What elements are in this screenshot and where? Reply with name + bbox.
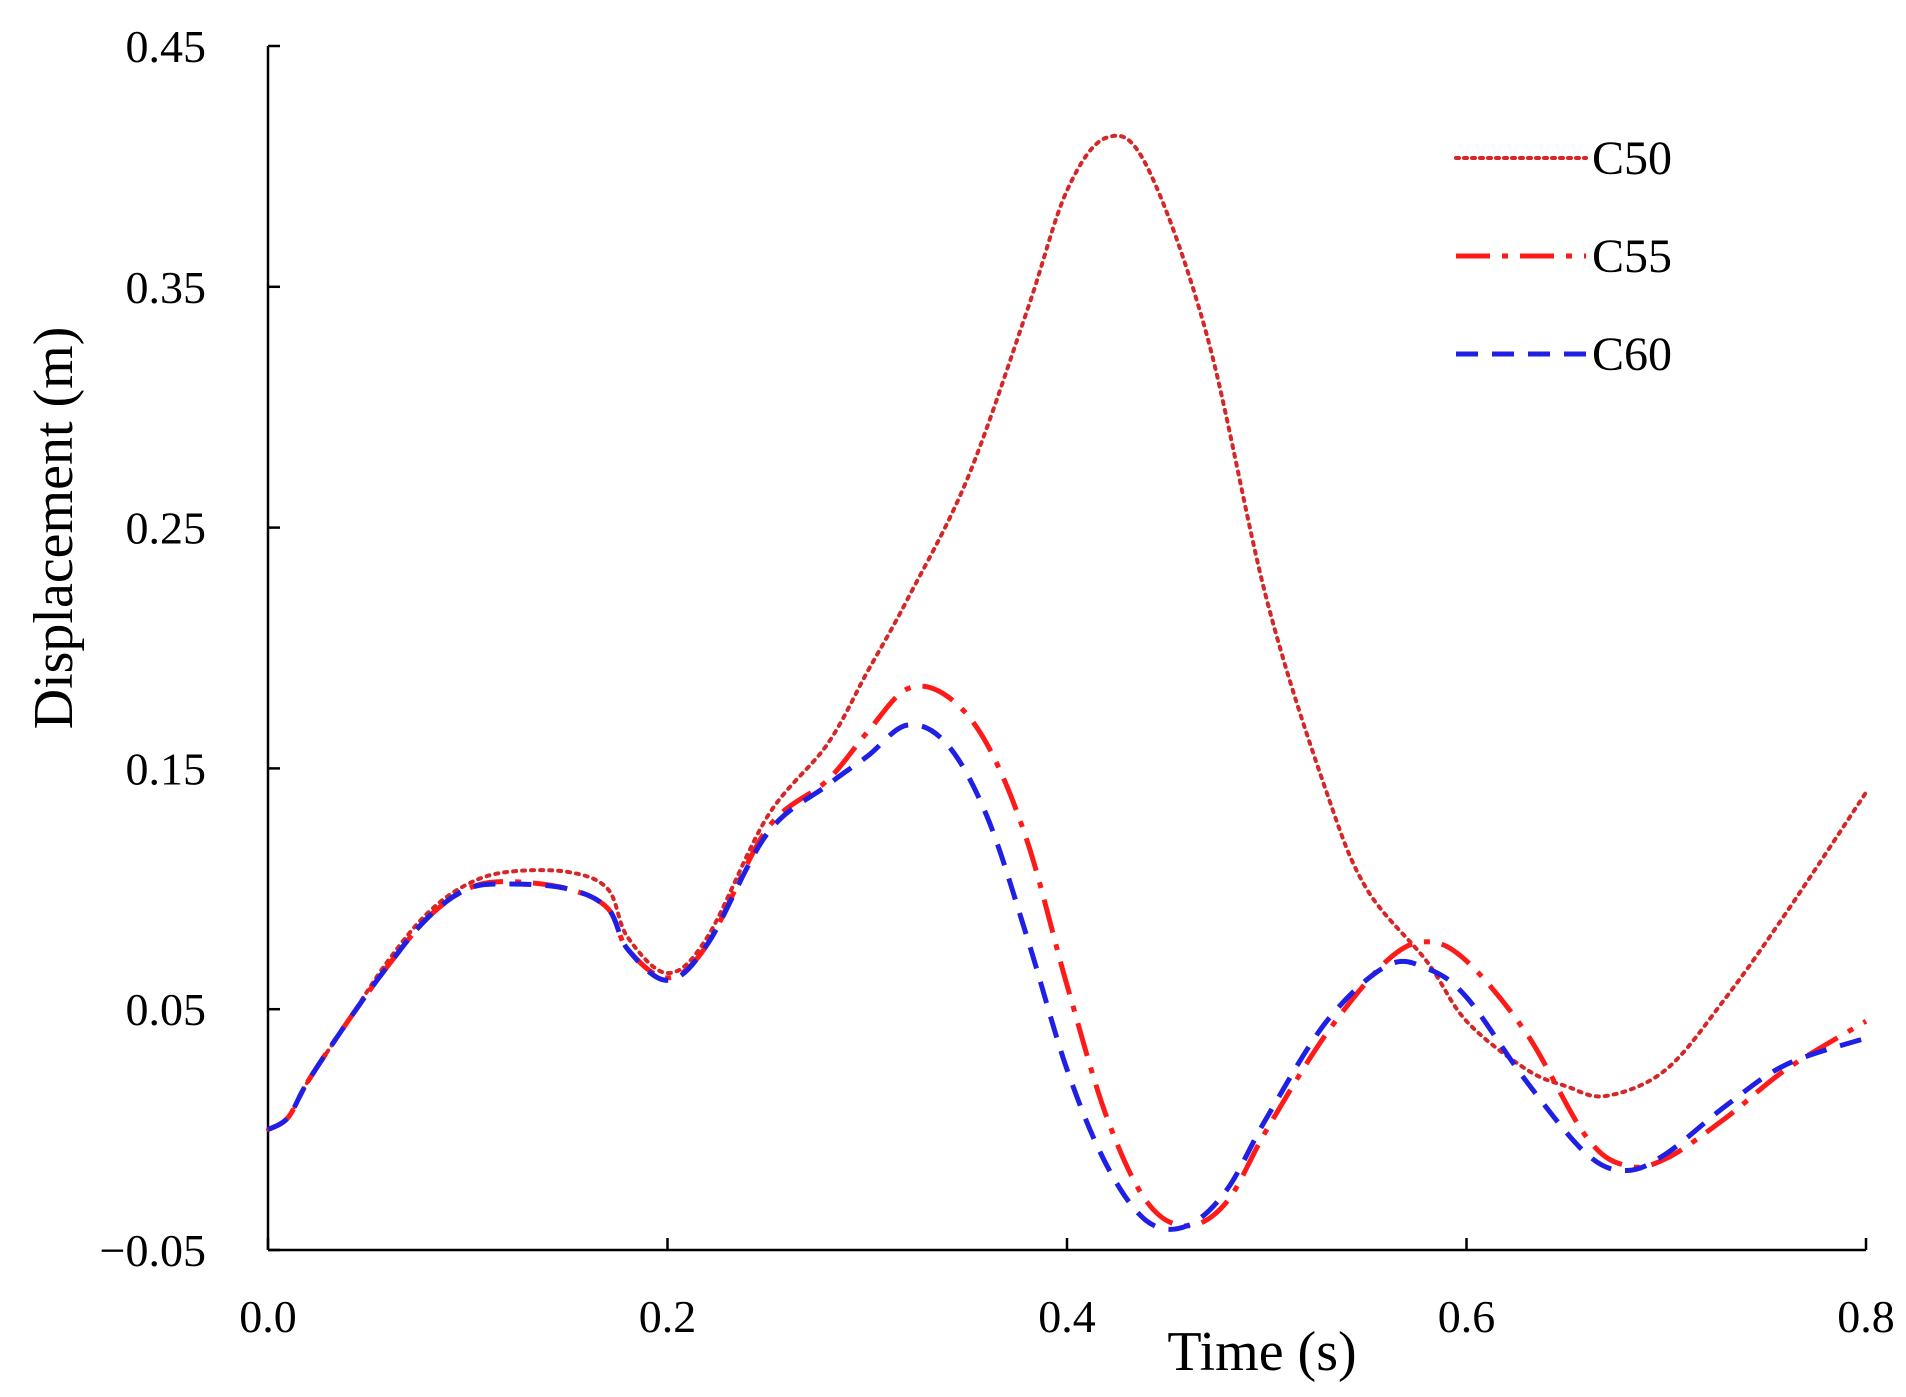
y-tick-label: 0.15 [126,743,207,794]
legend: C50 C55 C60 [1454,132,1672,381]
series-line-c55 [266,683,1868,1229]
x-axis-title: Time (s) [1167,1321,1356,1383]
legend-label-c60: C60 [1592,328,1672,381]
x-tick-label: 0.8 [1837,1291,1895,1342]
legend-label-c55: C55 [1592,230,1672,283]
x-ticks: 0.0 0.2 0.4 0.6 0.8 [239,1238,1895,1342]
y-tick-label: 0.45 [126,21,207,72]
x-tick-label: 0.2 [639,1291,697,1342]
legend-label-c50: C50 [1592,132,1672,185]
y-ticks: −0.05 0.05 0.15 0.25 0.35 0.45 [100,21,280,1276]
x-tick-label: 0.4 [1038,1291,1096,1342]
x-tick-label: 0.6 [1438,1291,1496,1342]
y-tick-label: 0.25 [126,503,207,554]
y-tick-label: 0.05 [126,984,207,1035]
series-line-c50 [266,133,1868,1132]
y-tick-label: 0.35 [126,262,207,313]
x-tick-label: 0.0 [239,1291,297,1342]
y-tick-label: −0.05 [100,1225,206,1276]
y-axis-title: Displacement (m) [23,327,85,730]
series-layer [266,133,1868,1232]
series-line-c60 [266,722,1867,1232]
